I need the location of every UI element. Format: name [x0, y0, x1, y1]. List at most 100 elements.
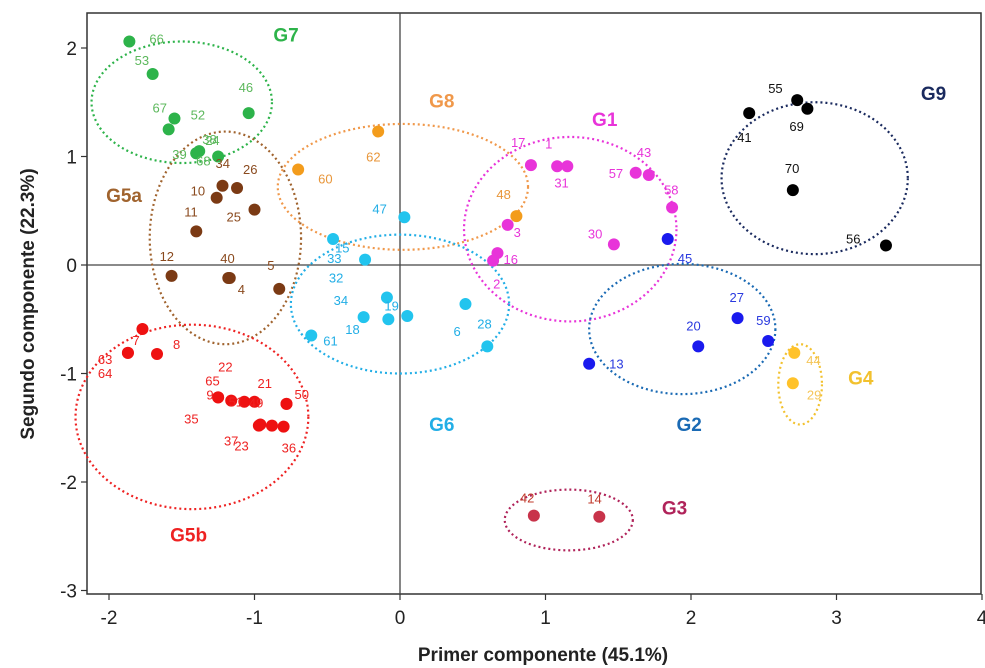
point-g7-66 — [123, 35, 136, 48]
ellipse-g5a — [148, 130, 303, 346]
point-label-24: 24 — [205, 133, 219, 148]
point-label-33: 33 — [327, 251, 341, 266]
point-g1-30 — [607, 238, 620, 251]
point-label-5: 5 — [267, 258, 274, 273]
y-tick-label: 2 — [66, 39, 77, 60]
plot-border — [86, 12, 982, 595]
point-label-50: 50 — [295, 387, 309, 402]
point-g5b-8 — [151, 347, 164, 360]
point-g6-15 — [359, 253, 372, 266]
point-label-34: 34 — [334, 293, 348, 308]
point-g5a-34 — [216, 179, 229, 192]
point-g5b-7 — [136, 323, 149, 336]
point-label-53: 53 — [135, 53, 149, 68]
point-label-26: 26 — [243, 162, 257, 177]
point-g1-31 — [561, 160, 574, 173]
x-tick-label: 0 — [395, 608, 406, 629]
point-g5a-12 — [165, 269, 178, 282]
group-label-g7: G7 — [273, 25, 298, 46]
x-axis-title: Primer componente (45.1%) — [418, 645, 668, 666]
point-label-42: 42 — [520, 491, 534, 506]
point-g6-34 — [357, 311, 370, 324]
point-g4-44 — [788, 346, 801, 359]
point-label-58: 58 — [664, 182, 678, 197]
point-label-61: 61 — [323, 334, 337, 349]
x-tick-label: -2 — [101, 608, 118, 629]
y-tick-label: 1 — [66, 148, 77, 169]
plot-frame — [86, 12, 982, 595]
point-label-52: 52 — [191, 107, 205, 122]
y-tick-label: -1 — [60, 365, 77, 386]
point-g6-19 — [382, 313, 395, 326]
point-label-46: 46 — [239, 80, 253, 95]
x-tick-label: 4 — [977, 608, 985, 629]
ellipse-g5b — [74, 323, 310, 511]
point-g1-57 — [629, 166, 642, 179]
point-g6-47 — [398, 211, 411, 224]
point-g1-3 — [501, 218, 514, 231]
point-g9-70 — [786, 184, 799, 197]
point-label-62: 62 — [366, 150, 380, 165]
y-tick-label: -3 — [60, 582, 77, 603]
group-labels: G7 G5a G8 G1 G9 G6 G2 G4 G5b G3 — [106, 25, 946, 546]
point-label-34: 34 — [215, 156, 229, 171]
ellipse-g2 — [588, 262, 777, 396]
point-g5b-50 — [280, 397, 293, 410]
point-label-25: 25 — [227, 210, 241, 225]
point-g5a-5 — [273, 282, 286, 295]
point-label-30: 30 — [588, 226, 602, 241]
point-g5b-36 — [277, 420, 290, 433]
ellipse-g9 — [720, 101, 909, 256]
point-label-32: 32 — [329, 271, 343, 286]
point-label-40: 40 — [220, 251, 234, 266]
point-label-20: 20 — [686, 318, 700, 333]
point-g9-41 — [743, 107, 756, 120]
point-g6-6 — [459, 298, 472, 311]
point-label-45: 45 — [678, 251, 692, 266]
point-g6-18 — [401, 309, 414, 322]
point-label-35: 35 — [184, 411, 198, 426]
point-g9-55 — [791, 94, 804, 107]
point-label-9: 9 — [206, 388, 213, 403]
point-g5b-51 — [248, 395, 261, 408]
point-label-2: 2 — [493, 277, 500, 292]
point-label-21: 21 — [258, 376, 272, 391]
point-g5a-4 — [223, 272, 236, 285]
point-label-3: 3 — [514, 225, 521, 240]
point-label-13: 13 — [609, 357, 623, 372]
point-g6-33 — [327, 232, 340, 245]
point-label-37: 37 — [224, 434, 238, 449]
ellipse-g3 — [503, 488, 634, 552]
point-label-57: 57 — [609, 166, 623, 181]
point-label-44: 44 — [806, 353, 820, 368]
point-label-68: 68 — [196, 154, 210, 169]
point-label-10: 10 — [191, 184, 205, 199]
group-label-g5a: G5a — [106, 186, 142, 207]
group-label-g2: G2 — [676, 415, 701, 436]
x-tick-label: 3 — [831, 608, 842, 629]
point-label-63: 63 — [98, 352, 112, 367]
point-g5a-11 — [190, 225, 203, 238]
point-g2-20 — [692, 340, 705, 353]
group-label-g5b: G5b — [170, 526, 207, 547]
point-label-48: 48 — [496, 187, 510, 202]
group-label-g8: G8 — [429, 92, 454, 113]
point-label-12: 12 — [160, 249, 174, 264]
point-label-38: 38 — [202, 132, 216, 147]
y-tick-label: -2 — [60, 473, 77, 494]
point-g5b-65 — [225, 394, 238, 407]
point-g7-46 — [242, 107, 255, 120]
point-g3-14 — [593, 510, 606, 523]
point-g7-38 — [190, 147, 203, 160]
data-points — [121, 35, 892, 523]
group-label-g9: G9 — [921, 84, 946, 105]
point-g2-45 — [661, 232, 674, 245]
point-g1-17 — [524, 159, 537, 172]
point-label-16: 16 — [503, 252, 517, 267]
point-g3-42 — [527, 509, 540, 522]
point-g2-27 — [731, 312, 744, 325]
point-label-51: 51 — [229, 395, 243, 410]
point-g4-29 — [786, 377, 799, 390]
